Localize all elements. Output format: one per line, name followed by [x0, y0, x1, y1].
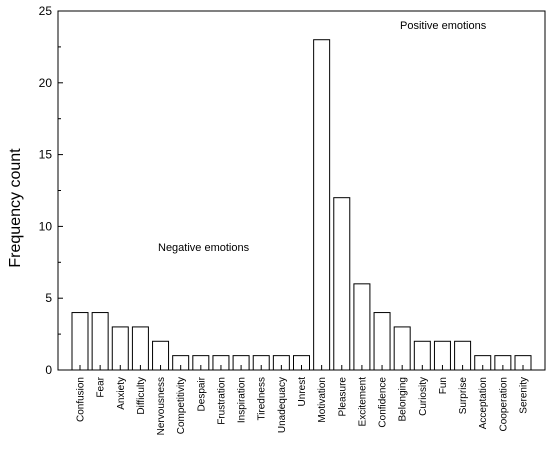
- bar-excitement: [353, 283, 371, 371]
- y-tick-label-0: 0: [45, 363, 52, 377]
- y-tick-label-5: 5: [45, 291, 52, 305]
- x-tick-label-frustration: Frustration: [216, 377, 227, 425]
- bar-pleasure: [333, 197, 351, 371]
- x-tick-label-confusion: Confusion: [76, 377, 87, 422]
- bar-fear: [91, 312, 109, 371]
- x-tick-label-competitivity: Competitivity: [176, 377, 187, 434]
- bars-layer: [71, 39, 532, 371]
- y-axis-title: Frequency count: [7, 148, 24, 268]
- negative-emotions-label: Negative emotions: [158, 242, 250, 254]
- x-tick-label-confidence: Confidence: [378, 377, 389, 428]
- y-tick-label-10: 10: [39, 219, 53, 233]
- x-tick-label-anxiety: Anxiety: [116, 377, 127, 410]
- bar-confusion: [71, 312, 89, 371]
- bar-motivation: [313, 39, 331, 371]
- x-tick-label-fear: Fear: [96, 376, 107, 397]
- x-tick-label-despair: Despair: [196, 376, 207, 411]
- x-tick-label-tiredness: Tiredness: [257, 377, 268, 421]
- x-tick-label-cooperation: Cooperation: [498, 377, 509, 431]
- x-tick-label-belonging: Belonging: [398, 377, 409, 421]
- category-labels-layer: Confusion Fear Anxiety Difficulty Nervousnes…: [76, 365, 530, 435]
- x-tick-label-curiosity: Curiosity: [418, 377, 429, 416]
- x-tick-label-unrest: Unrest: [297, 377, 308, 407]
- plot-frame: [57, 10, 546, 371]
- bar-confidence: [373, 312, 391, 371]
- y-tick-label-15: 15: [39, 148, 53, 162]
- bar-difficulty: [131, 326, 149, 371]
- x-tick-label-nervousness: Nervousness: [156, 377, 167, 435]
- x-tick-label-excitement: Excitement: [357, 377, 368, 427]
- x-tick-label-serenity: Serenity: [519, 377, 530, 414]
- x-tick-label-fun: Fun: [438, 377, 449, 394]
- y-ticks-layer: 0 5 10 15 20 25: [39, 4, 63, 377]
- x-tick-label-acceptation: Acceptation: [478, 377, 489, 429]
- y-tick-label-20: 20: [39, 76, 53, 90]
- bar-anxiety: [111, 326, 129, 371]
- axes-layer: [57, 10, 546, 371]
- x-tick-label-surprise: Surprise: [458, 377, 469, 415]
- x-tick-label-difficulty: Difficulty: [136, 377, 147, 415]
- positive-emotions-label: Positive emotions: [400, 20, 487, 32]
- x-tick-label-inspiration: Inspiration: [237, 377, 248, 423]
- x-tick-label-motivation: Motivation: [317, 377, 328, 423]
- y-tick-label-25: 25: [39, 4, 53, 18]
- x-tick-label-pleasure: Pleasure: [337, 377, 348, 417]
- x-tick-label-unadequacy: Unadequacy: [277, 377, 288, 433]
- bar-belonging: [393, 326, 411, 371]
